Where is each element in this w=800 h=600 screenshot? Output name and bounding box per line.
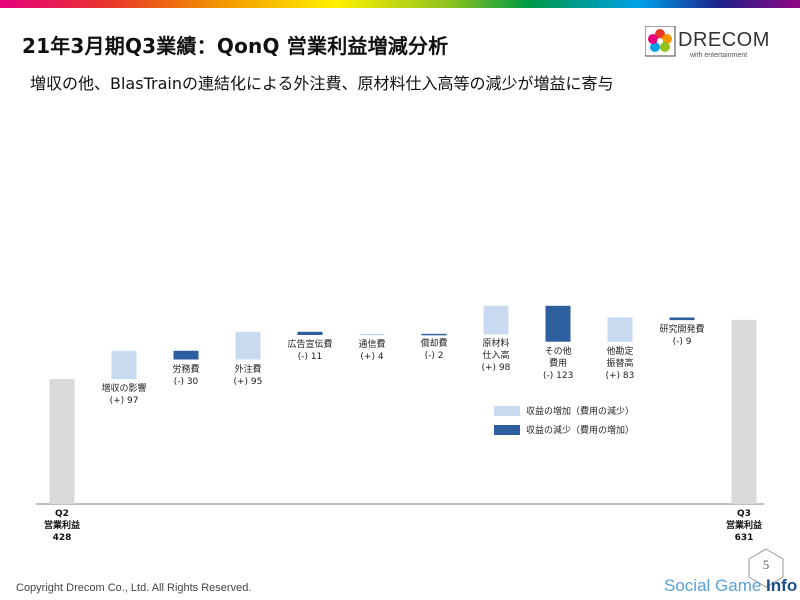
watermark-part2: Info xyxy=(766,576,798,595)
page-number-hexagon xyxy=(748,548,784,588)
copyright-text: Copyright Drecom Co., Ltd. All Rights Re… xyxy=(16,582,252,594)
bar-end-total xyxy=(731,319,757,504)
bar-step-10 xyxy=(669,317,695,321)
bar-step-7 xyxy=(483,305,509,335)
bar-step-label-8: その他 費用 (-) 123 xyxy=(543,346,574,381)
bar-step-9 xyxy=(607,317,633,342)
bar-start-label: Q2 営業利益 428 xyxy=(43,509,80,543)
legend-item-increase: 収益の増加（費用の減少） xyxy=(494,404,635,417)
legend-label-decrease: 収益の減少（費用の増加） xyxy=(526,426,635,436)
bar-step-6 xyxy=(421,333,447,336)
bar-step-3 xyxy=(235,331,261,360)
bar-step-label-6: 償却費 (-) 2 xyxy=(420,339,448,362)
flower-icon xyxy=(645,26,676,57)
bar-step-label-1: 増収の影響 (+) 97 xyxy=(101,384,147,407)
legend-swatch-increase xyxy=(494,405,520,416)
bar-step-5 xyxy=(359,333,385,336)
watermark-part1: Social Game xyxy=(664,576,767,595)
bar-step-label-7: 原材料 仕入高 (+) 98 xyxy=(481,339,511,374)
bar-step-label-9: 他勘定 振替高 (+) 83 xyxy=(605,346,635,381)
bar-start-total xyxy=(49,379,75,504)
slide-subtitle: 増収の他、BlasTrainの連結化による外注費、原材料仕入高等の減少が増益に寄… xyxy=(30,74,614,93)
watermark-text: Social Game Info xyxy=(664,576,797,596)
bar-end-label: Q3 営業利益 631 xyxy=(725,509,762,543)
logo-wordmark: DRECOM xyxy=(678,29,770,51)
legend-item-decrease: 収益の減少（費用の増加） xyxy=(494,423,635,436)
bar-step-8 xyxy=(545,305,571,342)
page-number: 5 xyxy=(762,557,770,572)
bar-step-label-4: 広告宣伝費 (-) 11 xyxy=(287,339,333,362)
legend-label-increase: 収益の増加（費用の減少） xyxy=(526,407,635,417)
legend-swatch-decrease xyxy=(494,424,520,435)
top-color-bar xyxy=(0,0,800,8)
bar-step-1 xyxy=(111,350,137,380)
bar-step-4 xyxy=(297,331,323,335)
bar-step-label-5: 通信費 (+) 4 xyxy=(358,339,386,362)
logo-tagline: with entertainment xyxy=(690,52,748,59)
bar-step-2 xyxy=(173,350,199,360)
bar-step-label-3: 外注費 (+) 95 xyxy=(233,364,263,387)
drecom-logo xyxy=(645,26,676,57)
bar-step-label-10: 研究開発費 (-) 9 xyxy=(659,325,705,348)
slide-title: 21年3月期Q3業績：QonQ 営業利益増減分析 xyxy=(22,34,449,58)
bar-step-label-2: 労務費 (-) 30 xyxy=(172,364,200,387)
